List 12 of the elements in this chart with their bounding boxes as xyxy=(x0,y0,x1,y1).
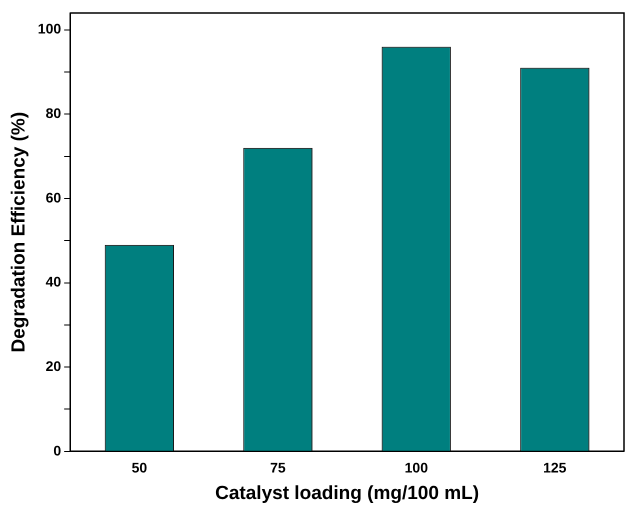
y-tick-label: 0 xyxy=(53,442,62,458)
y-tick-label: 100 xyxy=(38,20,62,37)
y-tick-label: 20 xyxy=(46,358,62,374)
x-tick-label: 100 xyxy=(404,460,428,476)
y-axis-title: Degradation Efficiency (%) xyxy=(8,112,30,353)
x-tick-label: 125 xyxy=(543,460,567,476)
x-tick-label: 75 xyxy=(270,460,286,476)
y-tick-label: 60 xyxy=(46,189,62,206)
x-tick-label: 50 xyxy=(132,460,148,476)
x-axis-title: Catalyst loading (mg/100 mL) xyxy=(215,482,480,504)
y-tick-label: 80 xyxy=(46,105,62,122)
y-tick-label: 40 xyxy=(46,274,62,290)
